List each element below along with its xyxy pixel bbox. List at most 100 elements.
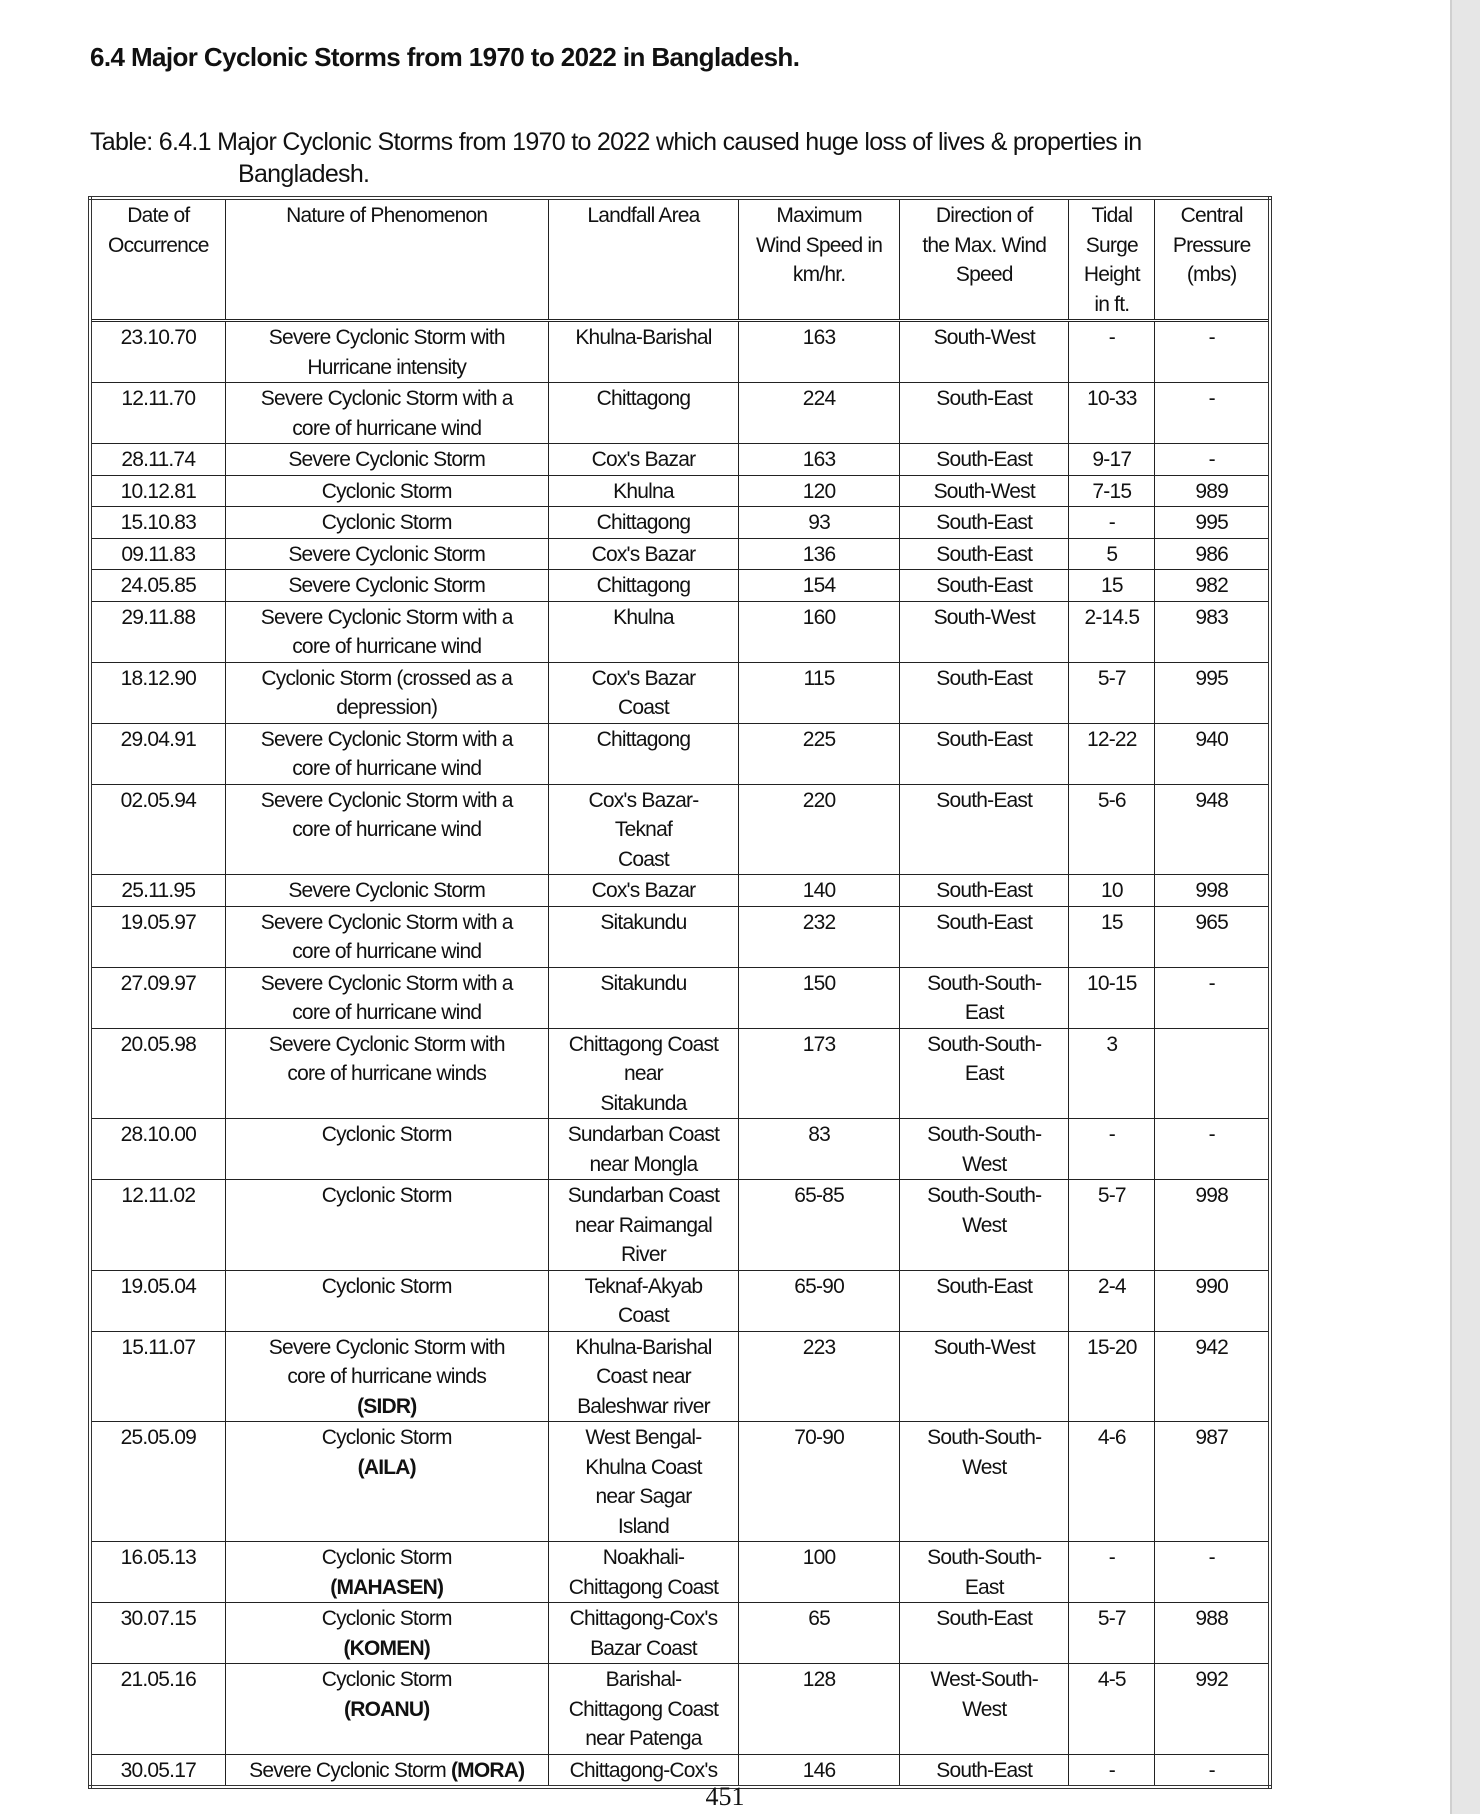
landfall-cell: Chittagong-Cox's Bazar Coast (547, 1602, 740, 1664)
pressure-cell: 992 (1154, 1663, 1271, 1755)
pressure-cell: 998 (1154, 874, 1271, 907)
tidal-surge-cell: 5-7 (1068, 661, 1156, 724)
pressure-cell: 965 (1154, 905, 1271, 968)
date-cell: 19.05.04 (89, 1269, 226, 1332)
date-cell: 15.10.83 (89, 506, 226, 539)
direction-cell: South-South- East (899, 966, 1070, 1029)
phenomenon-text: Severe Cyclonic Storm (288, 542, 486, 566)
cyclone-table: Date of Occurrence Nature of Phenomenon … (88, 196, 1272, 1789)
pressure-cell: - (1154, 382, 1271, 444)
pressure-cell (1154, 1027, 1271, 1119)
wind-speed-cell: 65-90 (738, 1269, 901, 1332)
nature-cell: Severe Cyclonic Storm with core of hurri… (224, 1027, 549, 1119)
direction-cell: South-East (899, 537, 1070, 570)
tidal-surge-cell: - (1068, 1753, 1156, 1788)
direction-cell: South-East (899, 1269, 1070, 1332)
nature-cell: Severe Cyclonic Storm (224, 537, 549, 570)
direction-cell: South-East (899, 661, 1070, 724)
tidal-surge-cell: 2-4 (1068, 1269, 1156, 1332)
nature-cell: Severe Cyclonic Storm (224, 569, 549, 602)
date-cell: 10.12.81 (89, 474, 226, 507)
phenomenon-text: Severe Cyclonic Storm with core of hurri… (268, 1032, 506, 1086)
pressure-cell: 948 (1154, 783, 1271, 875)
table-row: 15.10.83 Cyclonic Storm Chittagong 93 South-… (89, 506, 1271, 539)
date-cell: 15.11.07 (89, 1330, 226, 1422)
table-row: 16.05.13 Cyclonic Storm (MAHASEN) Noakhali-… (89, 1541, 1271, 1603)
wind-speed-cell: 100 (738, 1541, 901, 1603)
date-cell: 02.05.94 (89, 783, 226, 875)
pressure-cell: 995 (1154, 661, 1271, 724)
landfall-cell: Noakhali- Chittagong Coast (547, 1541, 740, 1603)
wind-speed-cell: 220 (738, 783, 901, 875)
wind-speed-cell: 115 (738, 661, 901, 724)
direction-cell: South-East (899, 1753, 1070, 1788)
phenomenon-text: Severe Cyclonic Storm (288, 448, 486, 471)
wind-speed-cell: 140 (738, 874, 901, 907)
phenomenon-text: Severe Cyclonic Storm with a core of hur… (260, 910, 514, 964)
column-header-direction: Direction of the Max. Wind Speed (899, 197, 1070, 322)
date-cell: 16.05.13 (89, 1541, 226, 1603)
table-row: 30.05.17 Severe Cyclonic Storm (MORA) Chit… (89, 1753, 1271, 1788)
nature-cell: Severe Cyclonic Storm with a core of hur… (224, 600, 549, 663)
pressure-cell: 987 (1154, 1421, 1271, 1542)
direction-cell: South-West (899, 474, 1070, 507)
phenomenon-text: Severe Cyclonic Storm with a core of hur… (260, 605, 514, 659)
pressure-cell: 983 (1154, 600, 1271, 663)
tidal-surge-cell: 2-14.5 (1068, 600, 1156, 663)
date-cell: 23.10.70 (89, 320, 226, 383)
phenomenon-text: Severe Cyclonic Storm (288, 879, 486, 902)
direction-cell: South-West (899, 320, 1070, 383)
landfall-cell: Barishal- Chittagong Coast near Patenga (547, 1663, 740, 1755)
wind-speed-cell: 128 (738, 1663, 901, 1755)
table-row: 30.07.15 Cyclonic Storm (KOMEN) Chittagong-… (89, 1602, 1271, 1664)
table-row: 15.11.07 Severe Cyclonic Storm with core … (89, 1330, 1271, 1422)
pressure-cell: 995 (1154, 506, 1271, 539)
nature-cell: Severe Cyclonic Storm with a core of hur… (224, 783, 549, 875)
date-cell: 09.11.83 (89, 537, 226, 570)
wind-speed-cell: 65 (738, 1602, 901, 1664)
tidal-surge-cell: 15 (1068, 569, 1156, 602)
wind-speed-cell: 173 (738, 1027, 901, 1119)
column-header-wind-speed: Maximum Wind Speed in km/hr. (738, 197, 901, 322)
date-cell: 27.09.97 (89, 966, 226, 1029)
pressure-cell: 988 (1154, 1602, 1271, 1664)
pressure-cell: 982 (1154, 569, 1271, 602)
nature-cell: Severe Cyclonic Storm (MORA) (224, 1753, 549, 1788)
tidal-surge-cell: 10-15 (1068, 966, 1156, 1029)
table-row: 29.04.91 Severe Cyclonic Storm with a cor… (89, 722, 1271, 785)
phenomenon-text: Cyclonic Storm (321, 1668, 453, 1691)
direction-cell: South-East (899, 569, 1070, 602)
table-caption: Table: 6.4.1 Major Cyclonic Storms from … (90, 126, 1142, 190)
table-row: 23.10.70 Severe Cyclonic Storm with Hurri… (89, 320, 1271, 383)
pressure-cell: - (1154, 443, 1271, 476)
wind-speed-cell: 120 (738, 474, 901, 507)
caption-line-1: Table: 6.4.1 Major Cyclonic Storms from … (90, 128, 1142, 156)
tidal-surge-cell: 9-17 (1068, 443, 1156, 476)
tidal-surge-cell: 15 (1068, 905, 1156, 968)
tidal-surge-cell: - (1068, 320, 1156, 383)
wind-speed-cell: 225 (738, 722, 901, 785)
direction-cell: South-South- West (899, 1118, 1070, 1180)
tidal-surge-cell: 4-5 (1068, 1663, 1156, 1755)
cyclone-name: (AILA) (357, 1455, 417, 1479)
wind-speed-cell: 150 (738, 966, 901, 1029)
table-row: 28.10.00 Cyclonic Storm Sundarban Coast ne… (89, 1118, 1271, 1180)
direction-cell: South-West (899, 1330, 1070, 1422)
phenomenon-text: Cyclonic Storm (321, 1607, 453, 1630)
landfall-cell: Sundarban Coast near Raimangal River (547, 1179, 740, 1271)
date-cell: 29.11.88 (89, 600, 226, 663)
table-row: 29.11.88 Severe Cyclonic Storm with a cor… (89, 600, 1271, 663)
phenomenon-text: Severe Cyclonic Storm with a core of hur… (260, 727, 514, 781)
nature-cell: Cyclonic Storm (224, 1269, 549, 1332)
column-header-landfall: Landfall Area (547, 197, 740, 322)
nature-cell: Cyclonic Storm (KOMEN) (224, 1602, 549, 1664)
date-cell: 30.07.15 (89, 1602, 226, 1664)
direction-cell: South-East (899, 905, 1070, 968)
date-cell: 25.05.09 (89, 1421, 226, 1542)
phenomenon-text: Severe Cyclonic Storm with Hurricane int… (268, 326, 506, 379)
table-row: 10.12.81 Cyclonic Storm Khulna 120 South-Wes… (89, 474, 1271, 507)
column-header-tidal-surge: Tidal Surge Height in ft. (1068, 197, 1156, 322)
cyclone-name: (MORA) (450, 1758, 525, 1782)
direction-cell: South-East (899, 443, 1070, 476)
direction-cell: South-East (899, 874, 1070, 907)
